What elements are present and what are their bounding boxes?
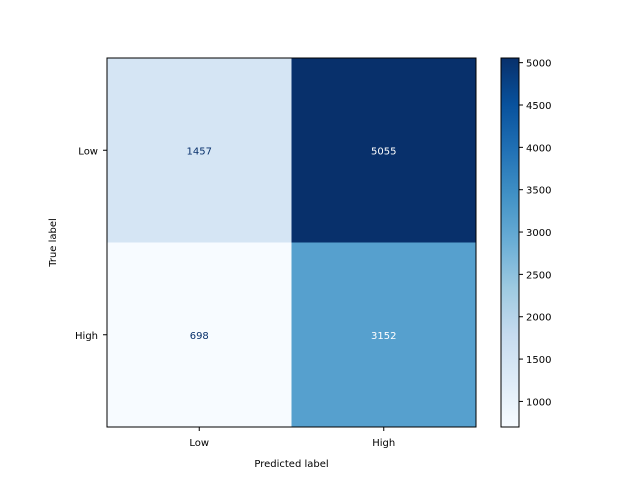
colorbar-tick-label: 5000	[526, 59, 551, 70]
cell-value-label: 1457	[187, 146, 212, 157]
colorbar-tick-label: 4000	[526, 143, 551, 154]
heatmap-cell	[291, 58, 476, 243]
x-axis-ticks: Low High	[189, 427, 395, 449]
colorbar-tick-label: 1000	[526, 397, 551, 408]
heatmap-cell	[107, 58, 292, 243]
colorbar-tick-label: 3000	[526, 228, 551, 239]
x-axis-label: Predicted label	[254, 459, 328, 470]
colorbar-ticks: 1000 1500 2000 2500 3000 3500 4000 4500 5000	[519, 59, 551, 408]
colorbar-tick-label: 2500	[526, 270, 551, 281]
plot-frame	[106, 57, 477, 428]
colorbar-tick-label: 3500	[526, 186, 551, 197]
heatmap-cell	[291, 242, 476, 427]
colorbar-tick-label: 1500	[526, 355, 551, 366]
x-tick-label: High	[372, 438, 395, 449]
colorbar-tick-label: 2000	[526, 313, 551, 324]
heatmap-cell	[107, 242, 292, 427]
x-tick-label: Low	[189, 438, 209, 449]
cell-value-label: 5055	[371, 146, 396, 157]
y-tick-label: Low	[78, 146, 98, 157]
y-tick-label: High	[75, 331, 98, 342]
heatmap-cell-labels: 1457 5055 698 3152	[187, 146, 397, 342]
colorbar-tick-label: 4500	[526, 101, 551, 112]
cell-value-label: 698	[190, 331, 209, 342]
y-axis-label: True label	[48, 218, 59, 268]
colorbar	[500, 57, 520, 428]
cell-value-label: 3152	[371, 331, 396, 342]
heatmap-cells	[107, 58, 476, 427]
y-axis-ticks: Low High	[75, 146, 107, 342]
